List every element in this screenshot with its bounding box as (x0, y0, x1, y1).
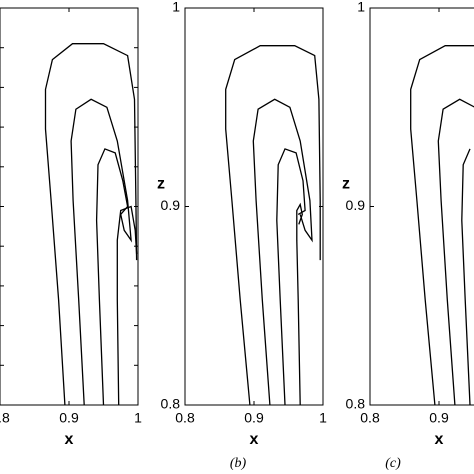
streamline (276, 148, 306, 406)
streamline (95, 148, 129, 406)
plot-frame (184, 7, 324, 406)
y-tick-label: 1 (172, 0, 180, 15)
streamline (461, 148, 471, 406)
streamline (70, 98, 132, 406)
y-tick-label: 0.8 (161, 396, 181, 412)
y-axis-label: z (157, 176, 165, 193)
x-tick-label: 0.9 (59, 410, 79, 426)
panel-caption: (b) (230, 456, 247, 471)
y-tick-label: 0.9 (346, 197, 366, 213)
x-tick-label: 0.9 (244, 410, 264, 426)
x-axis-label: x (250, 431, 259, 448)
streamline (410, 45, 474, 406)
x-tick-label: 0.9 (429, 410, 449, 426)
x-tick-label: 1 (319, 410, 327, 426)
y-tick-label: 1 (357, 0, 365, 15)
panel-caption: (c) (385, 456, 401, 471)
x-tick-label: 0.8 (175, 410, 195, 426)
x-axis-label: x (65, 431, 74, 448)
y-tick-label: 0.9 (161, 197, 181, 213)
streamline (225, 45, 321, 406)
streamline (44, 43, 138, 406)
y-tick-label: 0.8 (346, 396, 366, 412)
plot-frame (369, 7, 474, 406)
streamline (437, 98, 474, 406)
x-tick-label: 1 (134, 410, 142, 426)
x-axis-label: x (435, 431, 444, 448)
streamline (296, 202, 303, 406)
streamline (116, 205, 138, 406)
x-tick-label: 0.8 (360, 410, 380, 426)
x-tick-label: 0.8 (0, 410, 10, 426)
streamline (252, 98, 313, 406)
y-axis-label: z (342, 176, 350, 193)
